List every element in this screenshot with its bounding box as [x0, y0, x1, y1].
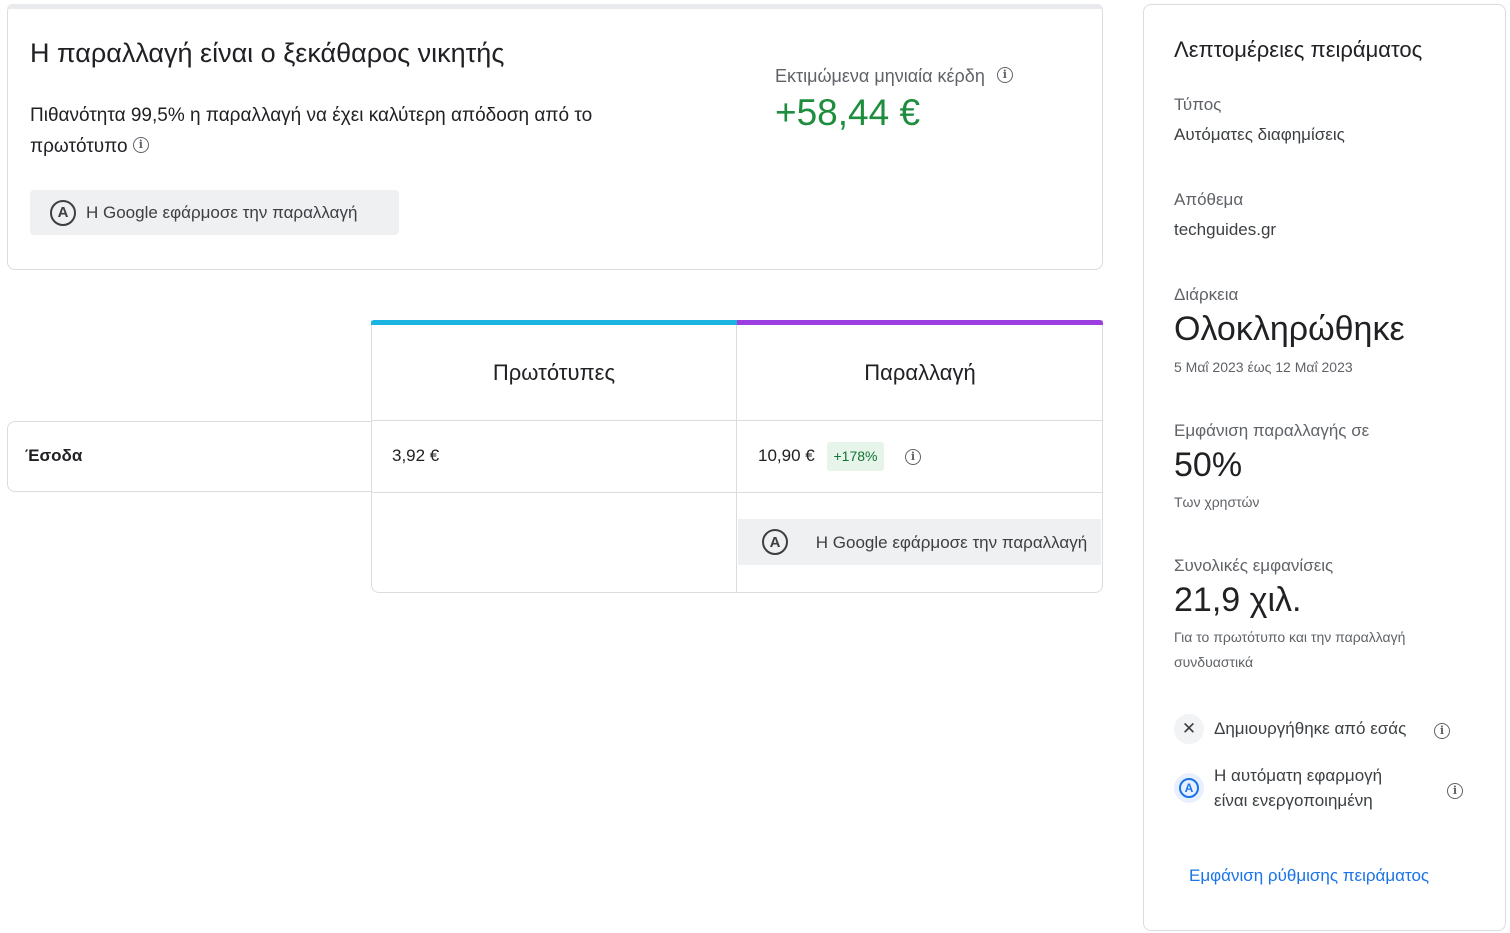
auto-apply-icon: A: [762, 529, 788, 555]
created-by-row: ✕ Δημιουργήθηκε από εσάς i: [1174, 714, 1474, 744]
lift-badge: +178%: [827, 442, 884, 471]
duration-label: Διάρκεια: [1174, 285, 1239, 304]
row-label-cell: [7, 421, 372, 492]
estimated-gain-label-text: Εκτιμώμενα μηνιαία κέρδη: [775, 66, 985, 86]
details-title: Λεπτομέρειες πειράματος: [1174, 37, 1423, 62]
summary-description: Πιθανότητα 99,5% η παραλλαγή να έχει καλ…: [30, 100, 670, 162]
google-applied-chip: A Η Google εφάρμοσε την παραλλαγή: [30, 190, 399, 235]
experiment-details-panel: [1143, 4, 1506, 931]
estimated-gain-label: Εκτιμώμενα μηνιαία κέρδη i: [775, 66, 1013, 87]
type-label: Τύπος: [1174, 95, 1222, 114]
variant-share-label: Εμφάνιση παραλλαγής σε: [1174, 421, 1370, 440]
variant-column-color-bar: [737, 320, 1103, 325]
impressions-sub: Για το πρωτότυπο και την παραλλαγή συνδυ…: [1174, 629, 1406, 670]
row-divider: [371, 420, 1103, 421]
auto-apply-icon: A: [50, 199, 76, 226]
show-experiment-setup-link[interactable]: Εμφάνιση ρύθμισης πειράματος: [1189, 866, 1430, 885]
comparison-table: [371, 320, 1103, 593]
created-by-label: Δημιουργήθηκε από εσάς: [1214, 719, 1407, 738]
auto-apply-row: A Η αυτόματη εφαρμογή είναι ενεργοποιημέ…: [1174, 763, 1474, 813]
row-label-revenue: Έσοδα: [25, 446, 83, 465]
info-icon[interactable]: i: [1447, 783, 1463, 799]
wand-icon: ✕: [1174, 714, 1204, 744]
inventory-value: techguides.gr: [1174, 220, 1277, 239]
auto-apply-label: Η αυτόματη εφαρμογή είναι ενεργοποιημένη: [1214, 766, 1383, 810]
duration-value: Ολοκληρώθηκε: [1174, 310, 1405, 348]
type-value: Αυτόματες διαφημίσεις: [1174, 125, 1345, 144]
summary-description-text: Πιθανότητα 99,5% η παραλλαγή να έχει καλ…: [30, 105, 593, 157]
row-divider: [371, 492, 1103, 493]
original-revenue-value: 3,92 €: [392, 446, 440, 465]
info-icon[interactable]: i: [996, 66, 1013, 83]
info-icon[interactable]: i: [1434, 723, 1450, 739]
google-applied-label: Η Google εφάρμοσε την παραλλαγή: [86, 202, 358, 222]
estimated-gain-value: +58,44 €: [775, 92, 921, 133]
variant-share-sub: Των χρηστών: [1174, 494, 1260, 510]
impressions-value: 21,9 χιλ.: [1174, 581, 1302, 619]
original-column-color-bar: [371, 320, 737, 325]
column-divider: [736, 325, 737, 593]
variant-revenue-value: 10,90 €: [758, 446, 815, 465]
impressions-label: Συνολικές εμφανίσεις: [1174, 556, 1334, 575]
info-icon[interactable]: i: [905, 449, 921, 465]
summary-title: Η παραλλαγή είναι ο ξεκάθαρος νικητής: [30, 38, 505, 68]
column-header-variant: Παραλλαγή: [864, 360, 976, 385]
variant-share-value: 50%: [1174, 446, 1243, 484]
duration-range: 5 Μαΐ 2023 έως 12 Μαΐ 2023: [1174, 359, 1353, 375]
variant-applied-label: Η Google εφάρμοσε την παραλλαγή: [815, 532, 1088, 552]
inventory-label: Απόθεμα: [1174, 190, 1244, 209]
info-icon[interactable]: i: [132, 136, 149, 153]
auto-apply-icon: A: [1174, 773, 1204, 803]
variant-applied-chip: A Η Google εφάρμοσε την παραλλαγή: [738, 519, 1101, 565]
column-header-original: Πρωτότυπες: [492, 360, 616, 385]
